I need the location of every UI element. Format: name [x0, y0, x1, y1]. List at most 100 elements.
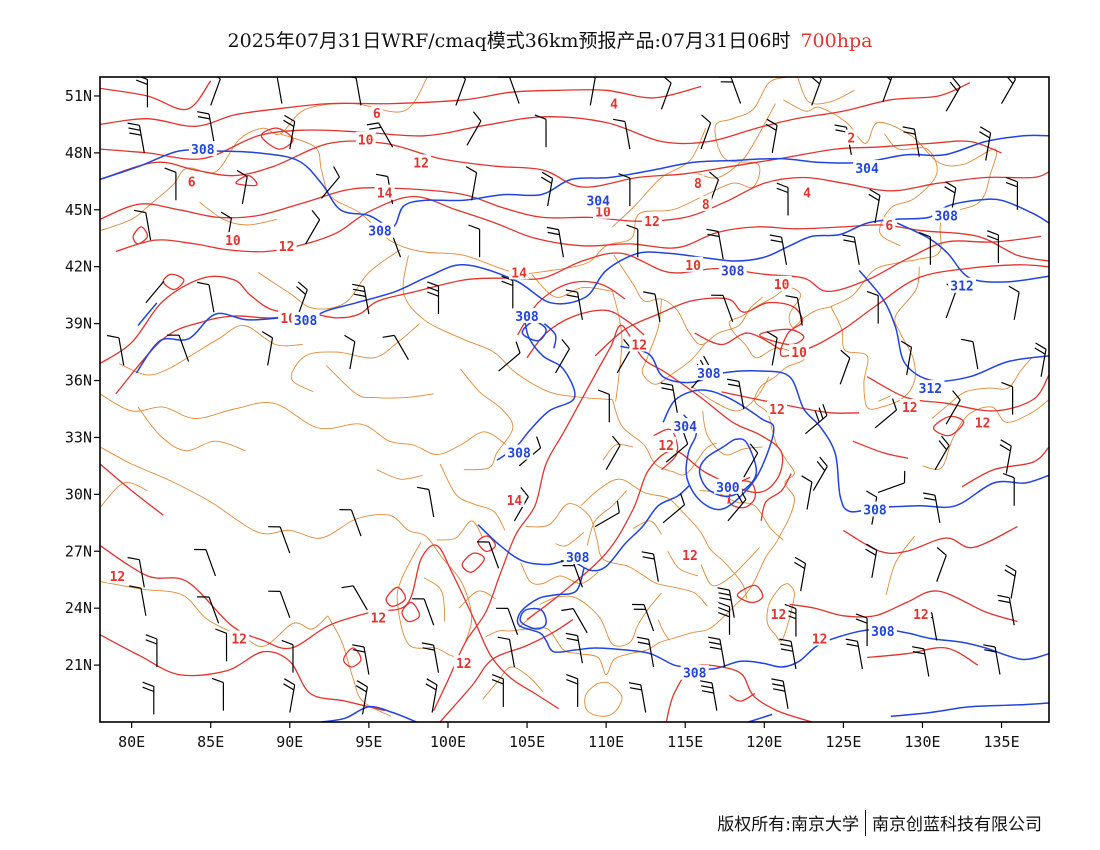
- temperature-label-bg: [845, 129, 858, 145]
- wind-barb: [626, 224, 639, 258]
- temperature-isotherm: [260, 127, 294, 150]
- lat-tick-label: 42N: [65, 258, 92, 276]
- boundary-line: [520, 562, 599, 585]
- wind-barb: [145, 634, 158, 667]
- height-label-bg: [718, 262, 747, 278]
- temperature-isotherm: [852, 440, 909, 459]
- title-main: 2025年07月31日WRF/cmaq模式36km预报产品:07月31日06时: [227, 30, 791, 52]
- height-label-bg: [861, 501, 889, 517]
- height-contour: [519, 607, 547, 630]
- wind-barb: [135, 77, 149, 108]
- temperature-label: 12: [231, 633, 247, 648]
- pressure-level-label: 700hpa: [800, 30, 873, 52]
- height-label: 308: [721, 265, 745, 280]
- temperature-isotherm: [115, 315, 295, 395]
- height-label: 304: [586, 194, 610, 209]
- boundary-line: [667, 551, 699, 577]
- temperature-label-bg: [801, 184, 813, 200]
- temperature-label-bg: [509, 264, 530, 280]
- height-contour: [662, 389, 775, 511]
- lon-tick-label: 130E: [904, 733, 940, 751]
- boundary-line: [100, 581, 329, 647]
- boundary-line: [700, 547, 760, 587]
- boundary-line: [539, 592, 662, 647]
- wind-barb: [839, 349, 851, 385]
- temperature-isotherm: [433, 324, 784, 711]
- temperature-label-bg: [699, 196, 712, 212]
- wind-barb: [805, 404, 828, 435]
- wind-barb: [491, 674, 504, 707]
- height-label: 308: [515, 310, 539, 325]
- temperature-isotherm: [665, 664, 813, 722]
- temperature-isotherm: [843, 526, 1018, 555]
- lon-tick-label: 100E: [430, 733, 466, 751]
- wind-barb: [1001, 381, 1014, 415]
- temperature-label: 12: [771, 608, 787, 623]
- wind-barb: [425, 678, 438, 713]
- wind-barb: [268, 526, 291, 554]
- boundary-line: [376, 469, 423, 480]
- boundary-line: [632, 520, 662, 535]
- temperature-label: 12: [110, 570, 126, 585]
- boundary-line: [460, 368, 514, 471]
- wind-barb: [421, 642, 440, 673]
- wind-barb: [276, 77, 283, 104]
- height-label-bg: [868, 622, 897, 638]
- wind-barb: [145, 280, 165, 304]
- temperature-isotherm: [961, 446, 1049, 488]
- temperature-label: 14: [507, 494, 523, 509]
- temperature-label-bg: [680, 547, 700, 563]
- temperature-isotherm: [758, 328, 805, 346]
- wind-barb: [616, 339, 632, 374]
- temperature-label-bg: [642, 213, 662, 229]
- wind-barb: [665, 432, 689, 463]
- boundary-line: [423, 577, 446, 622]
- boundary-line: [613, 255, 764, 345]
- boundary-line: [580, 478, 748, 599]
- copyright-university: 版权所有:南京大学: [717, 815, 859, 835]
- wind-barb: [164, 167, 177, 201]
- temperature-label: 12: [913, 608, 929, 623]
- height-label: 308: [507, 447, 531, 462]
- temperature-label: 8: [694, 177, 702, 192]
- height-label: 304: [673, 420, 697, 435]
- wind-barb: [197, 111, 215, 142]
- height-label-bg: [916, 380, 945, 396]
- height-label: 304: [855, 162, 879, 177]
- wind-barb: [641, 551, 659, 582]
- height-contour: [543, 323, 557, 349]
- wind-barb: [983, 644, 1001, 675]
- temperature-label: 12: [812, 633, 828, 648]
- temperature-isotherm: [594, 264, 1049, 357]
- boundary-line: [885, 535, 915, 596]
- wind-barb: [127, 122, 145, 153]
- wind-barb: [765, 118, 778, 153]
- lat-tick-label: 51N: [65, 87, 92, 105]
- wind-barb: [718, 601, 731, 635]
- wind-barb: [281, 639, 294, 673]
- temperature-isotherm: [932, 415, 965, 437]
- height-label-bg: [366, 222, 394, 238]
- temperature-isotherm: [736, 584, 764, 604]
- boundary-line: [931, 357, 1032, 419]
- wind-barb: [766, 331, 778, 366]
- height-label-bg: [713, 478, 742, 494]
- boundary-line: [290, 323, 420, 393]
- wind-barb: [979, 126, 992, 161]
- wind-barb: [660, 382, 678, 413]
- temperature-label: 12: [902, 401, 918, 416]
- boundary-line: [118, 325, 303, 376]
- wind-barb: [127, 556, 145, 588]
- boundary-line: [641, 298, 707, 385]
- wind-barb: [352, 644, 370, 675]
- temperature-isotherm: [653, 428, 679, 471]
- height-label: 312: [950, 280, 973, 295]
- boundary-line: [602, 443, 634, 461]
- temperature-isotherm: [100, 171, 1049, 222]
- temperature-label: 12: [975, 416, 991, 431]
- temperature-isotherm: [162, 273, 185, 291]
- temperature-isotherm: [100, 463, 164, 516]
- wind-barb: [785, 295, 803, 326]
- boundary-line: [325, 365, 434, 399]
- wind-barb: [855, 613, 868, 647]
